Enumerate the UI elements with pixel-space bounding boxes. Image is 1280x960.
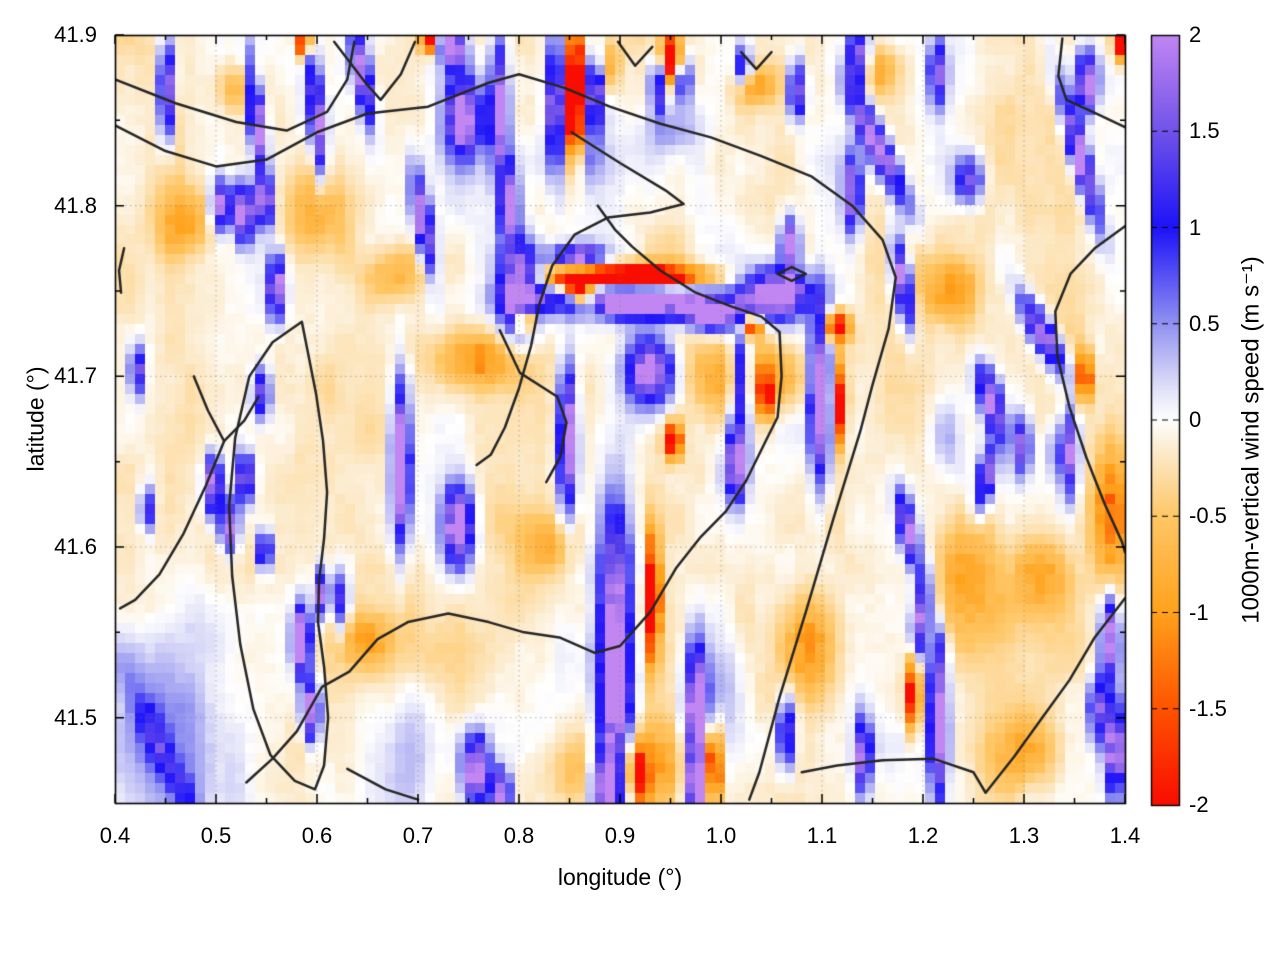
colorbar-tick-label: -1 <box>1189 599 1209 625</box>
x-axis-title: longitude (°) <box>557 864 683 890</box>
colorbar-tick-label: 0 <box>1189 407 1202 432</box>
x-tick-label: 1.3 <box>1008 823 1040 848</box>
colorbar-tick-label: 0.5 <box>1189 310 1220 336</box>
colorbar-title: 1000m-vertical wind speed (m s⁻¹) <box>1237 256 1265 624</box>
y-tick-label: 41.8 <box>54 192 97 218</box>
x-tick-label: 0.5 <box>200 823 232 848</box>
x-tick-label: 0.8 <box>503 823 535 848</box>
y-tick-label: 41.7 <box>54 363 97 389</box>
colorbar-tick-label: -2 <box>1189 792 1209 817</box>
colorbar-tick-label: 2 <box>1189 22 1202 47</box>
x-tick-label: 1.2 <box>907 823 939 848</box>
y-tick-label: 41.9 <box>54 22 97 47</box>
x-tick-label: 0.6 <box>301 823 333 848</box>
y-tick-label: 41.5 <box>54 704 97 730</box>
x-tick-label: 0.9 <box>604 823 636 848</box>
colorbar-tick-label: 1.5 <box>1189 118 1220 144</box>
y-tick-label: 41.6 <box>54 534 97 559</box>
colorbar-tick-label: -0.5 <box>1189 503 1227 529</box>
x-tick-label: 1.1 <box>806 823 838 848</box>
x-tick-label: 0.7 <box>402 823 434 848</box>
x-tick-label: 1.0 <box>705 823 737 848</box>
colorbar-tick-label: -1.5 <box>1189 695 1227 721</box>
colorbar-tick-label: 1 <box>1189 214 1202 240</box>
x-tick-label: 1.4 <box>1109 823 1141 848</box>
x-tick-label: 0.4 <box>99 823 131 848</box>
